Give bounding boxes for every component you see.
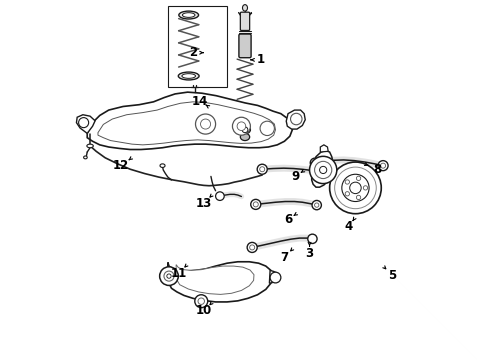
Circle shape [310, 156, 337, 184]
Circle shape [378, 161, 388, 171]
Circle shape [317, 167, 327, 177]
Circle shape [167, 274, 171, 278]
Circle shape [260, 167, 265, 172]
Bar [168, 6, 227, 87]
Text: 12: 12 [113, 159, 129, 172]
Ellipse shape [87, 144, 93, 148]
Circle shape [356, 176, 361, 180]
Circle shape [319, 170, 324, 175]
Circle shape [330, 162, 381, 214]
Circle shape [335, 167, 376, 209]
Ellipse shape [178, 72, 199, 80]
Text: 13: 13 [196, 197, 212, 210]
Polygon shape [320, 145, 328, 152]
Ellipse shape [240, 134, 250, 140]
FancyBboxPatch shape [239, 34, 251, 58]
Ellipse shape [240, 126, 250, 134]
Circle shape [310, 158, 319, 167]
Polygon shape [76, 115, 95, 134]
Polygon shape [98, 102, 275, 145]
Text: 6: 6 [284, 213, 292, 226]
Text: 10: 10 [196, 305, 212, 318]
Text: 14: 14 [192, 95, 208, 108]
Ellipse shape [182, 74, 196, 78]
Circle shape [232, 117, 250, 135]
Circle shape [253, 202, 258, 207]
Circle shape [196, 114, 216, 134]
Circle shape [345, 192, 349, 196]
Circle shape [195, 295, 208, 308]
Circle shape [216, 192, 224, 201]
Circle shape [315, 161, 332, 179]
Polygon shape [176, 265, 254, 294]
Circle shape [200, 119, 211, 129]
Text: 8: 8 [373, 163, 382, 176]
Ellipse shape [160, 164, 165, 167]
Circle shape [242, 127, 248, 133]
Ellipse shape [179, 11, 198, 19]
Ellipse shape [243, 5, 247, 11]
Circle shape [350, 182, 361, 194]
Circle shape [319, 166, 327, 174]
Ellipse shape [182, 13, 195, 17]
Circle shape [164, 271, 174, 281]
FancyBboxPatch shape [240, 12, 250, 31]
Circle shape [251, 199, 261, 210]
Polygon shape [286, 110, 305, 129]
Circle shape [364, 186, 368, 190]
Polygon shape [270, 270, 279, 283]
Text: 3: 3 [305, 247, 314, 260]
Circle shape [312, 201, 321, 210]
Polygon shape [168, 262, 273, 302]
Circle shape [345, 180, 349, 184]
Circle shape [260, 121, 274, 135]
Polygon shape [87, 92, 293, 149]
Text: 4: 4 [345, 220, 353, 233]
Circle shape [247, 242, 257, 252]
Circle shape [342, 174, 369, 202]
Text: 1: 1 [257, 53, 265, 66]
Circle shape [291, 113, 302, 125]
Text: 2: 2 [189, 46, 197, 59]
Circle shape [356, 195, 361, 199]
Circle shape [270, 272, 281, 283]
Circle shape [257, 164, 267, 174]
Polygon shape [312, 150, 333, 187]
Text: 11: 11 [171, 267, 187, 280]
Circle shape [237, 122, 245, 131]
Text: 5: 5 [388, 269, 396, 282]
Circle shape [198, 298, 204, 305]
Circle shape [381, 163, 386, 168]
Circle shape [315, 203, 319, 207]
Text: 9: 9 [291, 170, 299, 183]
Circle shape [250, 245, 255, 250]
Ellipse shape [84, 156, 87, 159]
Circle shape [78, 118, 89, 128]
Circle shape [308, 234, 317, 243]
Circle shape [160, 267, 178, 285]
Text: 7: 7 [280, 251, 289, 264]
